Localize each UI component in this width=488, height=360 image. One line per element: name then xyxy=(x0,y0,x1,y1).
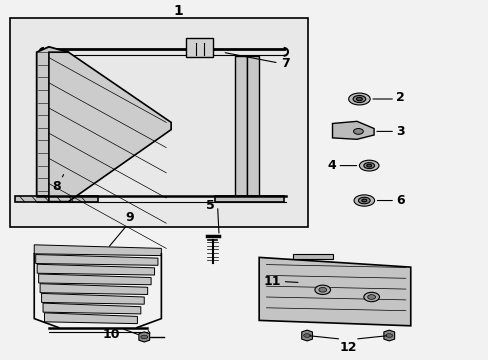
Bar xyxy=(246,56,259,196)
Polygon shape xyxy=(301,330,312,341)
Polygon shape xyxy=(39,274,151,285)
Ellipse shape xyxy=(353,195,374,206)
Polygon shape xyxy=(40,284,147,294)
Polygon shape xyxy=(139,332,149,342)
Text: 2: 2 xyxy=(395,91,404,104)
Polygon shape xyxy=(37,264,154,275)
Ellipse shape xyxy=(314,285,330,294)
Polygon shape xyxy=(383,330,394,341)
Text: 11: 11 xyxy=(263,275,281,288)
Polygon shape xyxy=(41,293,144,304)
Ellipse shape xyxy=(303,334,310,337)
Polygon shape xyxy=(43,303,141,314)
Ellipse shape xyxy=(363,163,374,168)
Ellipse shape xyxy=(367,294,375,300)
Polygon shape xyxy=(293,254,332,259)
Text: 1: 1 xyxy=(173,4,183,18)
Polygon shape xyxy=(49,52,171,202)
Ellipse shape xyxy=(361,199,366,202)
Bar xyxy=(234,56,246,196)
Polygon shape xyxy=(259,257,410,326)
Ellipse shape xyxy=(353,129,363,134)
Bar xyxy=(10,18,307,227)
Ellipse shape xyxy=(366,164,371,167)
Text: 10: 10 xyxy=(102,328,120,341)
Text: 7: 7 xyxy=(281,57,289,69)
Polygon shape xyxy=(34,245,161,256)
Ellipse shape xyxy=(363,292,379,302)
Text: 12: 12 xyxy=(339,341,356,354)
Text: 5: 5 xyxy=(206,199,215,212)
Text: 4: 4 xyxy=(327,159,336,172)
Polygon shape xyxy=(332,121,373,139)
Text: 6: 6 xyxy=(395,194,404,207)
Ellipse shape xyxy=(385,334,392,337)
Ellipse shape xyxy=(318,287,326,292)
Polygon shape xyxy=(44,313,137,324)
Ellipse shape xyxy=(359,160,378,171)
Text: 9: 9 xyxy=(125,211,134,224)
Ellipse shape xyxy=(141,335,147,339)
Text: 3: 3 xyxy=(395,125,404,138)
Ellipse shape xyxy=(352,95,365,103)
Ellipse shape xyxy=(356,98,362,101)
Ellipse shape xyxy=(358,197,369,204)
Ellipse shape xyxy=(348,93,369,105)
Bar xyxy=(185,38,212,57)
Polygon shape xyxy=(37,47,68,202)
Text: 8: 8 xyxy=(52,180,61,193)
Polygon shape xyxy=(36,255,158,265)
Polygon shape xyxy=(215,196,283,202)
Polygon shape xyxy=(15,196,98,202)
